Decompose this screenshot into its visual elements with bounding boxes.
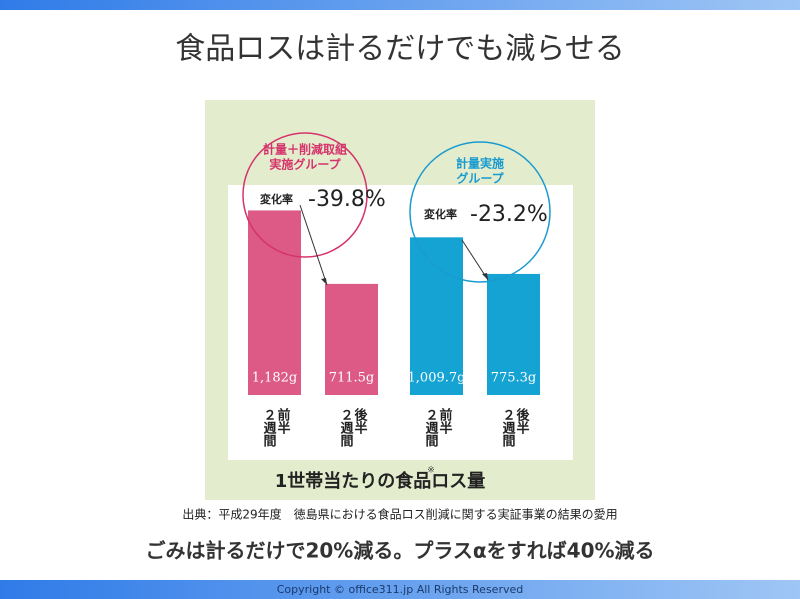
highlight-circle [409, 141, 551, 283]
change-value: -39.8% [308, 187, 386, 212]
source: 出典：平成29年度 徳島県における食品ロス削減に関する実証事業の結果の愛用 [182, 507, 617, 522]
x-label: ２週間前半 [422, 408, 452, 447]
group-label: 計量実施 [456, 156, 504, 171]
highlight-circle [242, 132, 368, 258]
value-label: 1,009.7g [408, 371, 466, 386]
bar [487, 273, 540, 395]
x-label: ２週間前半 [260, 408, 290, 447]
arrow [299, 204, 328, 286]
footer: Copyright © office311.jp All Rights Rese… [277, 583, 523, 596]
value-label: 711.5g [329, 371, 375, 386]
x-label: ２週間後半 [337, 408, 367, 447]
group-label: グループ [456, 171, 504, 186]
arrow [461, 239, 489, 281]
bar [248, 210, 301, 395]
group-label: 計量＋削減取組 [263, 142, 347, 157]
title: 食品ロスは計るだけでも減らせる [175, 32, 624, 67]
x-label: ２週間後半 [499, 408, 529, 447]
value-label: 775.3g [491, 371, 537, 386]
change-value: -23.2% [470, 202, 548, 227]
summary: ごみは計るだけで20%減る。プラスαをすれば40%減る [145, 539, 654, 563]
change-label: 変化率 [424, 207, 457, 221]
arrow-head [482, 273, 488, 280]
arrow-head [321, 278, 327, 285]
bar [325, 283, 378, 395]
caption-mark: ※ [427, 466, 435, 476]
chart-caption: 1世帯当たりの食品ロス量 [275, 470, 486, 492]
top-bar [0, 0, 800, 10]
group-label: 実施グループ [269, 157, 341, 172]
change-label: 変化率 [260, 192, 293, 206]
bar [410, 237, 463, 395]
footer-bar [0, 580, 800, 599]
value-label: 1,182g [252, 371, 298, 386]
